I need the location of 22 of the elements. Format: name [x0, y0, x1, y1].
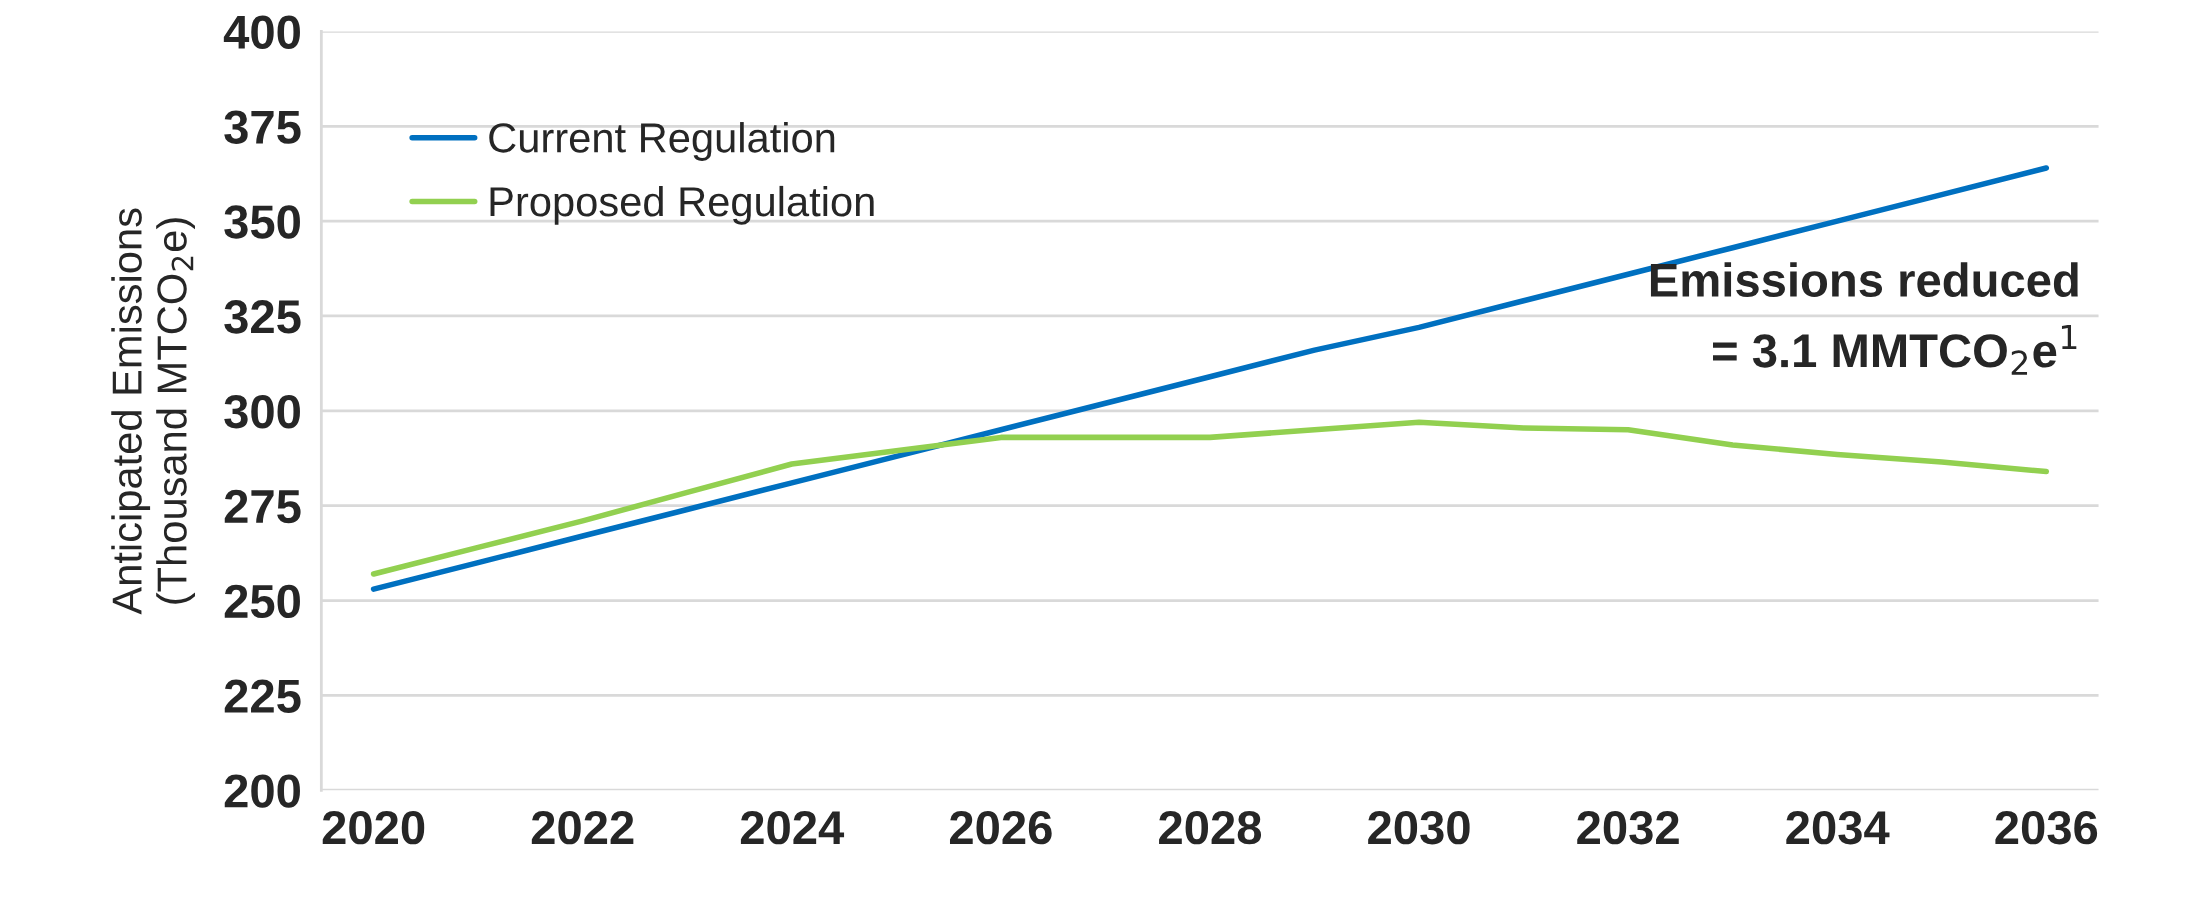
legend-label: Current Regulation	[489, 122, 835, 161]
x-tick-label: 2024	[740, 810, 845, 845]
y-tick-label: 200	[224, 774, 300, 808]
x-tick-label: 2036	[1995, 810, 2098, 845]
x-tick-label: 2026	[949, 810, 1052, 845]
y-tick-label: 400	[223, 15, 300, 50]
y-tick-label: 250	[224, 584, 300, 619]
annotation: Emissions reduced = 3.1 MMTCO$_{2}$e$^{1}$	[1650, 262, 2078, 375]
x-tick-label: 2028	[1159, 810, 1262, 845]
x-tick-label: 2032	[1577, 810, 1679, 845]
y-tick-label: 375	[224, 110, 301, 144]
legend-label: Proposed Regulation	[490, 185, 874, 225]
y-axis-title: Anticipated Emissions (Thousand MTCO$_{2}$e)	[111, 208, 195, 615]
x-tick-label: 2030	[1368, 810, 1470, 845]
x-tick-label: 2034	[1786, 810, 1890, 845]
x-tick-label: 2022	[531, 810, 634, 845]
y-tick-label: 300	[224, 394, 300, 429]
y-tick-label: 325	[224, 300, 301, 334]
x-tick-label: 2020	[322, 810, 425, 845]
y-tick-label: 275	[224, 489, 301, 524]
y-tick-label: 225	[224, 679, 301, 713]
y-tick-label: 350	[224, 205, 300, 239]
